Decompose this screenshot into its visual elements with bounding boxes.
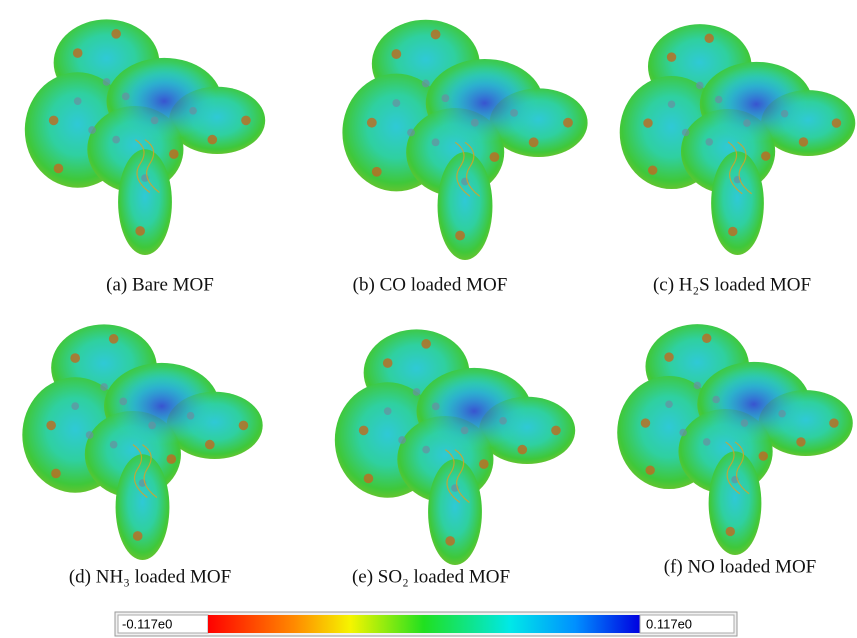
- molecule-image: [620, 24, 856, 255]
- figure: (a) Bare MOF (b) CO loaded MOF (c) H₂S loa…: [0, 0, 857, 638]
- molecule-image: [22, 324, 262, 560]
- molecule-image: [617, 324, 853, 555]
- molecule-image: [335, 329, 575, 565]
- colorbar: -0.117e0 0.117e0: [115, 612, 737, 636]
- panel-caption: (d) NH₃ loaded MOF: [69, 566, 231, 587]
- color-gradient: [208, 615, 640, 633]
- panel-caption: (e) SO₂ loaded MOF: [352, 566, 510, 587]
- molecule-image: [25, 19, 265, 255]
- panel-caption: (a) Bare MOF: [106, 274, 214, 295]
- min-label: -0.117e0: [122, 616, 172, 631]
- panel-caption: (c) H₂S loaded MOF: [653, 274, 811, 295]
- molecule-image: [342, 20, 587, 260]
- panels: (a) Bare MOF (b) CO loaded MOF (c) H₂S loa…: [22, 19, 855, 587]
- max-label: 0.117e0: [646, 616, 692, 631]
- panel-caption: (f) NO loaded MOF: [664, 556, 817, 577]
- panel-caption: (b) CO loaded MOF: [353, 274, 508, 295]
